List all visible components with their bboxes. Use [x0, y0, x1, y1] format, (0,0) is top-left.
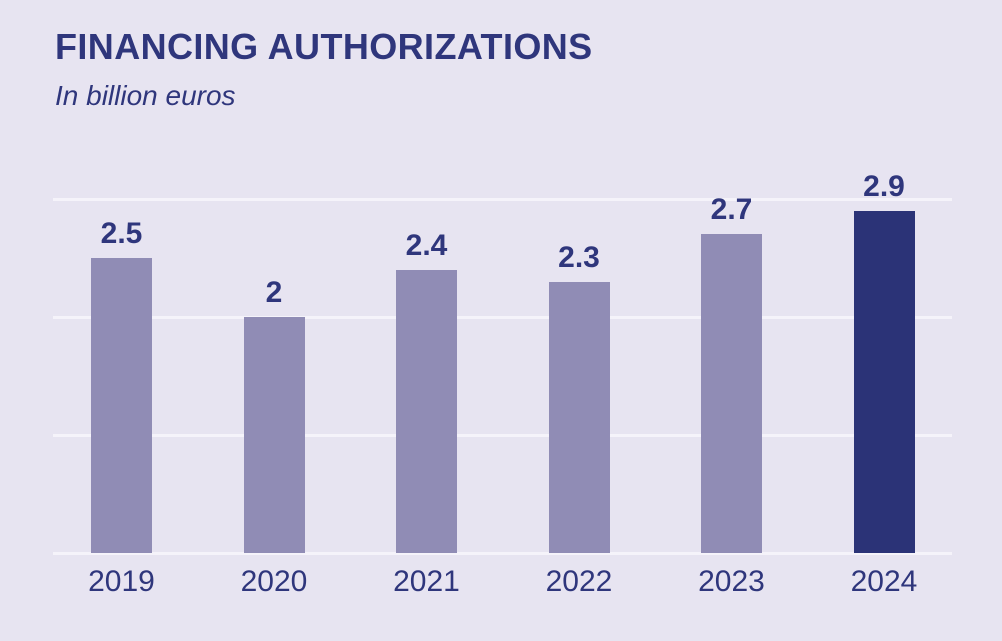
bar-value-label-2020: 2 — [265, 276, 283, 309]
gridline-1 — [53, 433, 952, 437]
bar-2020 — [243, 317, 305, 553]
chart-title: FINANCING AUTHORIZATIONS — [55, 26, 593, 67]
bar-2021 — [396, 269, 457, 553]
bar-chart-plot-area: 2.5 2019 2 2020 2.4 2021 2.3 2022 2.7 2023 2.9 2024 — [53, 171, 952, 597]
bar-value-label-2021: 2.4 — [405, 228, 448, 262]
x-axis-label-2021: 2021 — [393, 565, 460, 598]
gridline-3 — [53, 197, 952, 201]
bar-value-label-2022: 2.3 — [558, 240, 600, 274]
chart-subtitle: In billion euros — [55, 80, 236, 111]
x-axis-label-2019: 2019 — [88, 565, 155, 598]
x-axis-label-2020: 2020 — [240, 565, 308, 598]
gridline-2 — [53, 315, 952, 319]
bar-value-label-2019: 2.5 — [100, 217, 143, 250]
bar-value-label-2024: 2.9 — [863, 169, 905, 203]
bar-2023 — [701, 234, 762, 553]
bar-2019 — [91, 258, 152, 553]
bar-value-label-2023: 2.7 — [710, 193, 753, 227]
bar-2022 — [548, 281, 610, 553]
x-axis-label-2022: 2022 — [545, 565, 613, 598]
x-axis-label-2023: 2023 — [698, 565, 765, 598]
x-axis-label-2024: 2024 — [850, 565, 918, 598]
x-axis-baseline — [53, 551, 952, 555]
bar-2024 — [853, 210, 915, 553]
